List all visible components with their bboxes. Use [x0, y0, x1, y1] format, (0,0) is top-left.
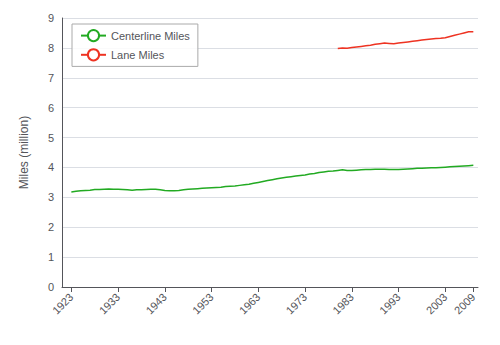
svg-text:1943: 1943 [143, 291, 169, 317]
svg-text:Centerline Miles: Centerline Miles [111, 30, 190, 42]
svg-text:1953: 1953 [190, 291, 216, 317]
svg-text:5: 5 [48, 132, 54, 144]
svg-text:8: 8 [48, 42, 54, 54]
svg-text:1963: 1963 [237, 291, 263, 317]
svg-text:1923: 1923 [50, 291, 76, 317]
svg-text:1: 1 [48, 251, 54, 263]
svg-text:Lane Miles: Lane Miles [111, 49, 165, 61]
svg-text:1973: 1973 [284, 291, 310, 317]
svg-text:9: 9 [48, 12, 54, 24]
svg-text:0: 0 [48, 281, 54, 293]
svg-text:1993: 1993 [377, 291, 403, 317]
svg-text:1933: 1933 [97, 291, 123, 317]
svg-text:1983: 1983 [330, 291, 356, 317]
svg-text:4: 4 [48, 161, 54, 173]
svg-text:2: 2 [48, 221, 54, 233]
svg-text:6: 6 [48, 102, 54, 114]
svg-text:2003: 2003 [424, 291, 450, 317]
svg-text:2009: 2009 [452, 291, 478, 317]
svg-text:3: 3 [48, 191, 54, 203]
svg-text:7: 7 [48, 72, 54, 84]
svg-text:Miles (million): Miles (million) [17, 116, 31, 189]
